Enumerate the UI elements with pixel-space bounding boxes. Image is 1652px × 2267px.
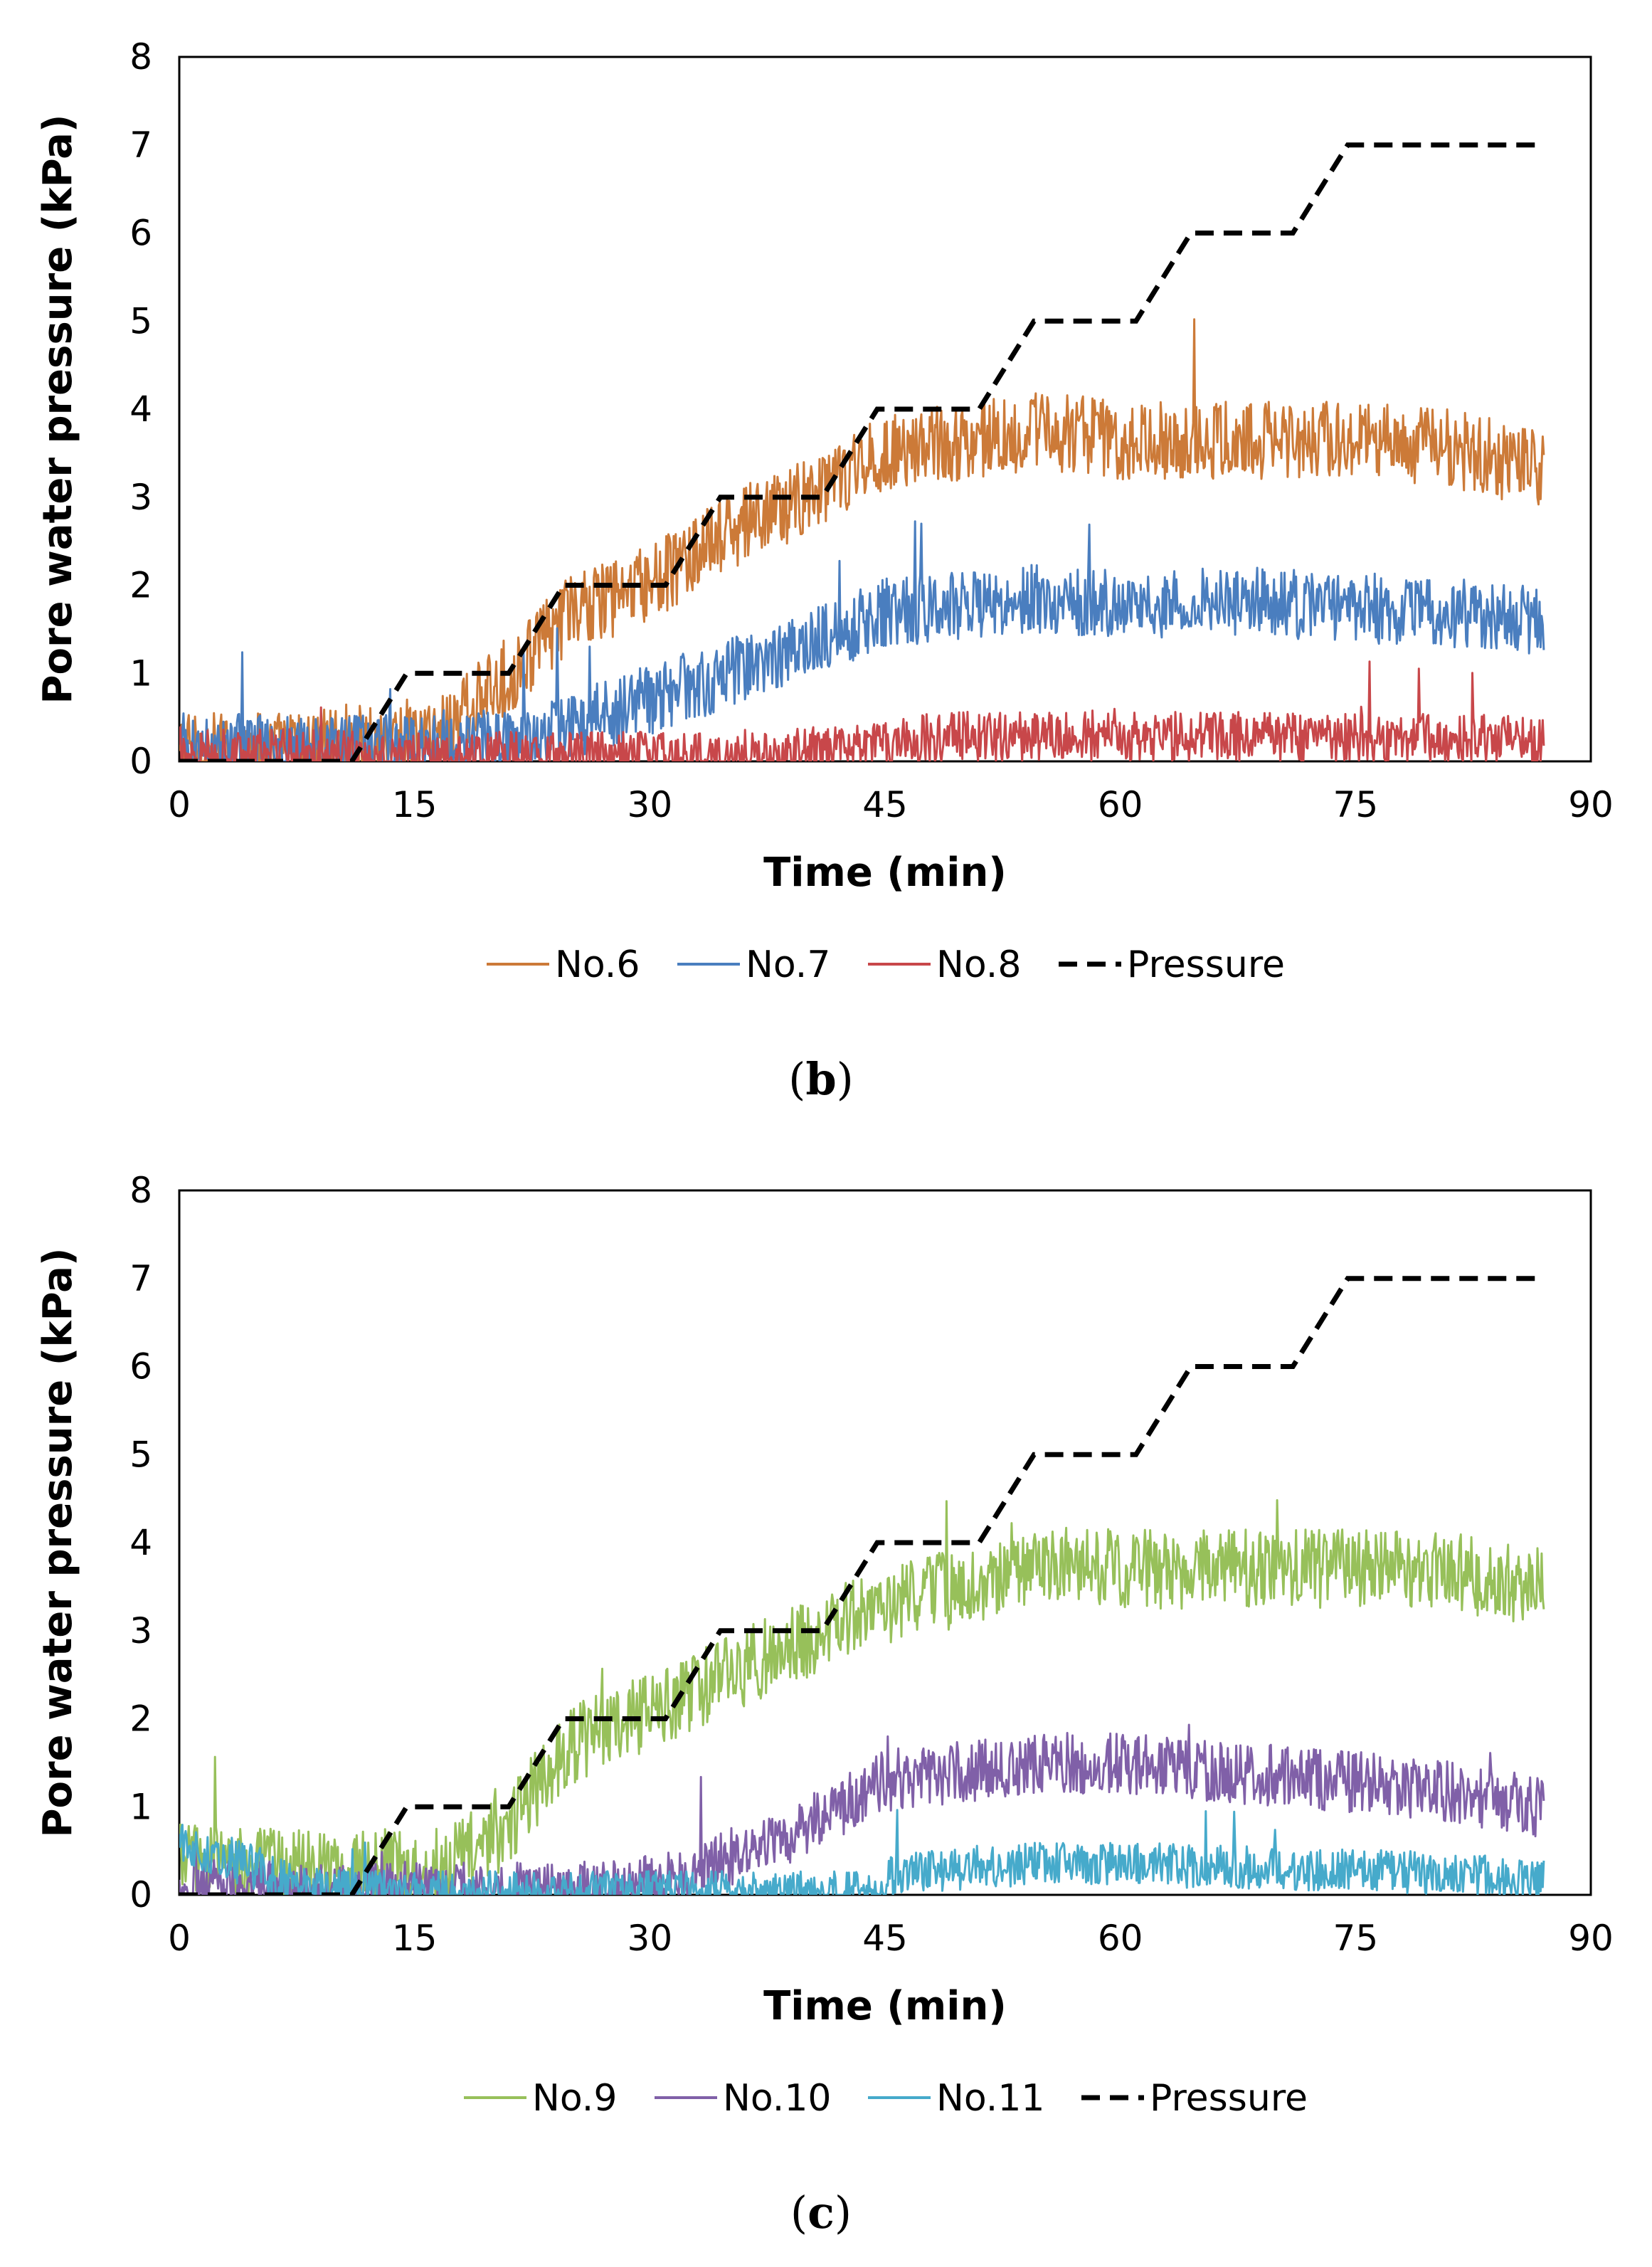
- legend-label: No.8: [936, 944, 1021, 986]
- x-tick-label: 60: [1098, 1918, 1143, 1959]
- y-tick-label: 0: [129, 741, 152, 782]
- x-tick-label: 45: [862, 784, 908, 825]
- y-tick-label: 8: [129, 1170, 152, 1211]
- series-line-no-9: [179, 1499, 1545, 1895]
- series-line-no-10: [179, 1723, 1545, 1895]
- y-tick-label: 1: [129, 1786, 152, 1827]
- legend: No.9 No.10 No.11 Pressure: [464, 2077, 1308, 2120]
- y-tick-label: 5: [129, 300, 152, 342]
- x-axis-title: Time (min): [763, 1983, 1007, 2029]
- y-tick-label: 2: [129, 1698, 152, 1740]
- series-group: [179, 142, 1545, 761]
- y-tick-label: 5: [129, 1434, 152, 1475]
- legend-label: No.10: [723, 2077, 832, 2120]
- x-tick-label: 60: [1098, 784, 1143, 825]
- x-tick-label: 0: [168, 1918, 191, 1959]
- x-tick-label: 90: [1568, 1918, 1614, 1959]
- y-tick-label: 3: [129, 1610, 152, 1652]
- y-tick-label: 0: [129, 1874, 152, 1915]
- series-line-no-7: [179, 520, 1545, 761]
- y-axis-title: Pore water pressure (kPa): [35, 1247, 81, 1837]
- x-tick-label: 30: [628, 784, 673, 825]
- x-tick-label: 30: [628, 1918, 673, 1959]
- legend-label: No.7: [746, 944, 830, 986]
- y-axis-title: Pore water pressure (kPa): [35, 114, 81, 704]
- series-line-no-6: [179, 318, 1545, 761]
- x-tick-label: 15: [392, 1918, 438, 1959]
- x-tick-label: 75: [1333, 784, 1379, 825]
- y-tick-label: 7: [129, 1258, 152, 1299]
- series-line-pressure: [179, 142, 1544, 761]
- x-tick-label: 0: [168, 784, 191, 825]
- legend: No.6 No.7 No.8 Pressure: [487, 944, 1285, 986]
- y-tick-label: 6: [129, 1346, 152, 1388]
- x-tick-label: 45: [862, 1918, 908, 1959]
- legend-label: No.6: [555, 944, 640, 986]
- series-group: [179, 1276, 1545, 1895]
- y-tick-label: 3: [129, 477, 152, 518]
- y-tick-label: 7: [129, 125, 152, 166]
- x-tick-label: 15: [392, 784, 438, 825]
- series-line-no-8: [179, 660, 1545, 761]
- x-tick-label: 75: [1333, 1918, 1379, 1959]
- y-tick-label: 4: [129, 389, 152, 430]
- panel-label: (b): [788, 1053, 854, 1105]
- y-tick-label: 8: [129, 36, 152, 78]
- legend-label: Pressure: [1127, 944, 1285, 986]
- panel-label: (c): [790, 2187, 852, 2239]
- legend-label: No.11: [936, 2077, 1045, 2120]
- legend-label: No.9: [532, 2077, 617, 2120]
- x-tick-label: 90: [1568, 784, 1614, 825]
- y-tick-label: 2: [129, 565, 152, 606]
- plot-area-frame: [178, 56, 1592, 763]
- series-line-no-11: [179, 1809, 1545, 1895]
- series-line-pressure: [179, 1276, 1544, 1895]
- y-tick-label: 6: [129, 213, 152, 254]
- y-tick-label: 1: [129, 652, 152, 694]
- x-axis-title: Time (min): [763, 850, 1007, 896]
- y-tick-label: 4: [129, 1522, 152, 1563]
- legend-label: Pressure: [1150, 2077, 1308, 2120]
